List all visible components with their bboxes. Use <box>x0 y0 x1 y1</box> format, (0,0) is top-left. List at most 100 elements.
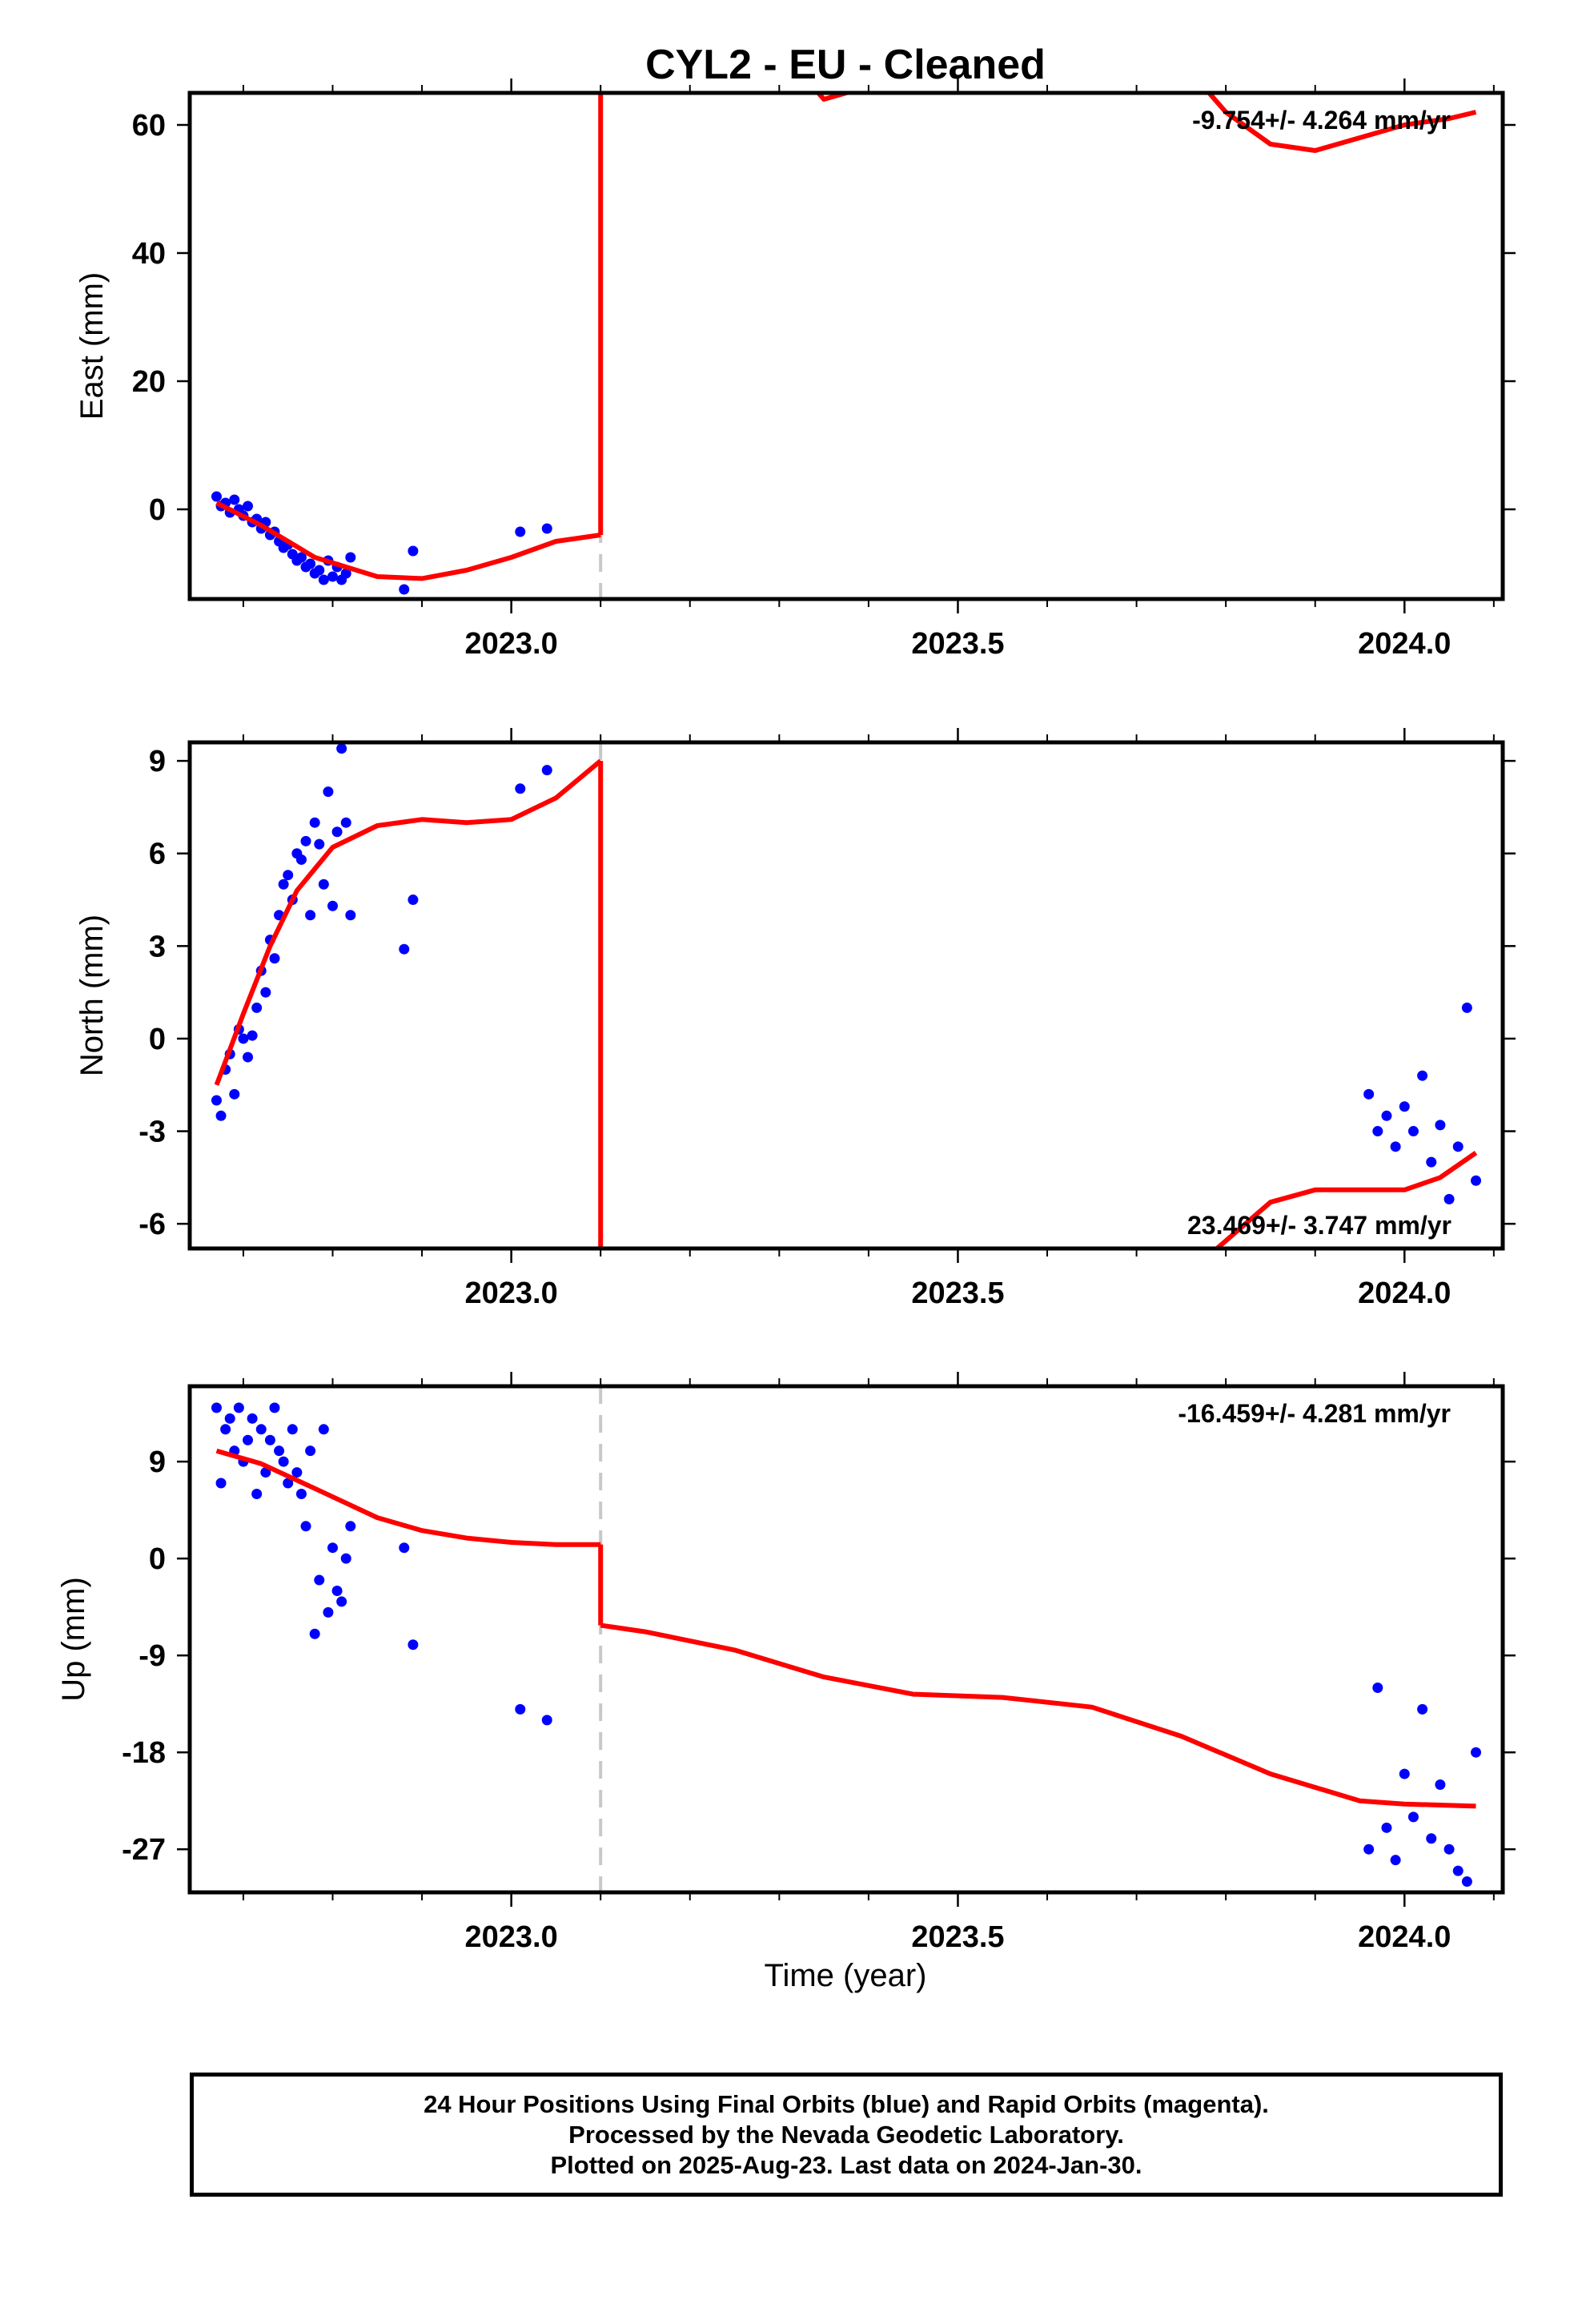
data-point <box>1381 1822 1392 1833</box>
panel-east: 2023.0 2023.5 2024.0 0 20 40 60 East (mm) -9.754… <box>74 78 1516 661</box>
data-point <box>327 1542 339 1554</box>
data-point <box>211 1095 222 1106</box>
data-point <box>1399 1768 1410 1779</box>
data-point <box>278 1456 289 1467</box>
data-point <box>408 895 419 906</box>
y-tick-label: 0 <box>149 493 166 527</box>
data-point <box>211 491 222 502</box>
model-curve <box>215 501 601 581</box>
y-tick-label: 9 <box>149 1445 166 1479</box>
data-point <box>541 523 552 534</box>
data-point <box>515 1703 526 1715</box>
y-tick-label: 6 <box>149 838 166 871</box>
data-point <box>1461 1002 1472 1013</box>
data-point <box>331 1585 343 1596</box>
data-point <box>1452 1865 1464 1876</box>
x-tick-label: 2023.0 <box>465 1920 558 1954</box>
y-tick-label: 0 <box>149 1542 166 1576</box>
data-point <box>408 545 419 557</box>
data-point <box>515 526 526 537</box>
rate-label: -16.459+/- 4.281 mm/yr <box>1178 1399 1451 1428</box>
data-point <box>309 1628 320 1639</box>
x-tick-label: 2024.0 <box>1358 1277 1451 1310</box>
data-point <box>318 574 329 585</box>
data-point <box>1407 1811 1419 1823</box>
data-point <box>1443 1844 1455 1855</box>
data-point <box>233 1402 244 1413</box>
data-point <box>340 817 351 828</box>
data-point <box>1461 1876 1472 1888</box>
x-tick-label: 2023.0 <box>465 627 558 661</box>
rate-label: -9.754+/- 4.264 mm/yr <box>1192 106 1451 135</box>
data-point <box>251 1002 263 1013</box>
rate-label: 23.469+/- 3.747 mm/yr <box>1187 1211 1452 1240</box>
data-point <box>1372 1126 1383 1137</box>
data-point <box>399 584 410 595</box>
data-point <box>229 494 240 505</box>
data-point <box>309 817 320 828</box>
data-point <box>541 765 552 776</box>
data-point <box>300 835 311 846</box>
model-curve <box>215 1448 601 1547</box>
x-tick-label: 2023.0 <box>465 1277 558 1310</box>
model-curve <box>600 1622 1476 1809</box>
plot-area <box>211 93 1477 595</box>
data-point <box>283 1478 294 1489</box>
x-tick-label: 2023.5 <box>911 627 1004 661</box>
data-point <box>1399 1101 1410 1112</box>
data-point <box>243 1051 254 1063</box>
data-point <box>215 1478 227 1489</box>
caption-line-1: 24 Hour Positions Using Final Orbits (bl… <box>424 2089 1269 2118</box>
data-point <box>247 1030 258 1041</box>
y-tick-label: -3 <box>139 1116 166 1149</box>
model-curve <box>214 758 603 1086</box>
data-point <box>336 1596 347 1607</box>
data-point <box>1426 1156 1437 1168</box>
panel-north: 2023.0 2023.5 2024.0 -6 -3 0 3 6 9 North (mm) 23.4… <box>74 728 1516 1310</box>
data-point <box>345 1521 356 1532</box>
x-tick-label: 2024.0 <box>1358 627 1451 661</box>
plot-frame <box>187 1384 1505 1895</box>
data-point <box>399 1542 410 1554</box>
data-point <box>295 552 307 563</box>
model-curve <box>1214 1151 1478 1248</box>
data-point <box>1435 1120 1446 1131</box>
data-point <box>251 1488 263 1499</box>
data-point <box>1452 1141 1464 1152</box>
plot-area <box>211 743 1482 1248</box>
data-point <box>1471 1747 1482 1758</box>
data-point <box>314 565 325 576</box>
data-point <box>336 743 347 754</box>
plot-area <box>211 1402 1482 1888</box>
data-point <box>1426 1833 1437 1844</box>
data-point <box>305 558 316 569</box>
data-point <box>1471 1175 1482 1186</box>
data-point <box>1390 1141 1401 1152</box>
y-tick-label: 3 <box>149 930 166 963</box>
data-point <box>215 1110 227 1121</box>
y-tick-label: -6 <box>139 1208 166 1241</box>
data-point <box>243 1434 254 1445</box>
data-point <box>295 1488 307 1499</box>
x-tick-label: 2023.5 <box>911 1277 1004 1310</box>
chart-title: CYL2 - EU - Cleaned <box>645 42 1046 88</box>
panel-up: 2023.0 2023.5 2024.0 -27 -18 -9 0 9 Up (mm) -16.4… <box>56 1372 1516 1954</box>
x-tick-label: 2024.0 <box>1358 1920 1451 1954</box>
data-point <box>229 1088 240 1100</box>
data-point <box>399 943 410 955</box>
data-point <box>264 1434 275 1445</box>
y-tick-label: -9 <box>139 1639 166 1673</box>
data-point <box>340 1553 351 1564</box>
data-point <box>300 1521 311 1532</box>
model-curve <box>600 93 1477 153</box>
data-point <box>314 1574 325 1586</box>
data-point <box>278 879 289 890</box>
data-point <box>345 552 356 563</box>
data-point <box>408 1639 419 1651</box>
data-point <box>323 1606 334 1618</box>
y-tick-label: 40 <box>132 237 166 271</box>
data-point <box>1417 1703 1428 1715</box>
data-point <box>541 1715 552 1726</box>
data-point <box>1390 1855 1401 1866</box>
